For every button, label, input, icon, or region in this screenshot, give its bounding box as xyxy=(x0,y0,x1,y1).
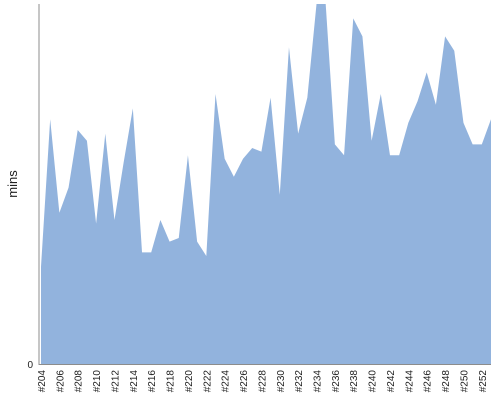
x-tick-label: #240 xyxy=(368,370,379,393)
x-tick-label: #208 xyxy=(74,370,85,393)
x-tick-label: #210 xyxy=(92,370,103,393)
x-tick-label: #224 xyxy=(221,370,232,393)
x-tick-label: #220 xyxy=(184,370,195,393)
x-tick-label: #204 xyxy=(37,370,48,393)
x-tick-label: #222 xyxy=(202,370,213,393)
x-tick-label: #232 xyxy=(294,370,305,393)
x-tick-label: #228 xyxy=(257,370,268,393)
x-tick-label: #218 xyxy=(166,370,177,393)
x-tick-label: #248 xyxy=(441,370,452,393)
x-tick-label: #230 xyxy=(276,370,287,393)
x-tick-label: #238 xyxy=(349,370,360,393)
y-axis-title: mins xyxy=(5,170,20,198)
x-tick-label: #216 xyxy=(147,370,158,393)
x-tick-labels: #204 #206 #208 #210 #212 #214 #216 #218 #220 #222… xyxy=(37,370,489,393)
y-tick-label: 0 xyxy=(27,360,33,371)
x-tick-label: #252 xyxy=(478,370,489,393)
x-tick-label: #206 xyxy=(55,370,66,393)
area-series xyxy=(41,4,491,364)
x-tick-label: #236 xyxy=(331,370,342,393)
x-tick-label: #246 xyxy=(423,370,434,393)
area-layer xyxy=(41,4,491,364)
axis-layer xyxy=(38,4,491,365)
x-tick-label: #234 xyxy=(313,370,324,393)
x-tick-label: #242 xyxy=(386,370,397,393)
x-tick-label: #244 xyxy=(404,370,415,393)
x-tick-label: #226 xyxy=(239,370,250,393)
y-tick-labels: 0 xyxy=(27,360,33,371)
x-tick-label: #214 xyxy=(129,370,140,393)
x-tick-label: #212 xyxy=(110,370,121,393)
x-tick-label: #250 xyxy=(459,370,470,393)
